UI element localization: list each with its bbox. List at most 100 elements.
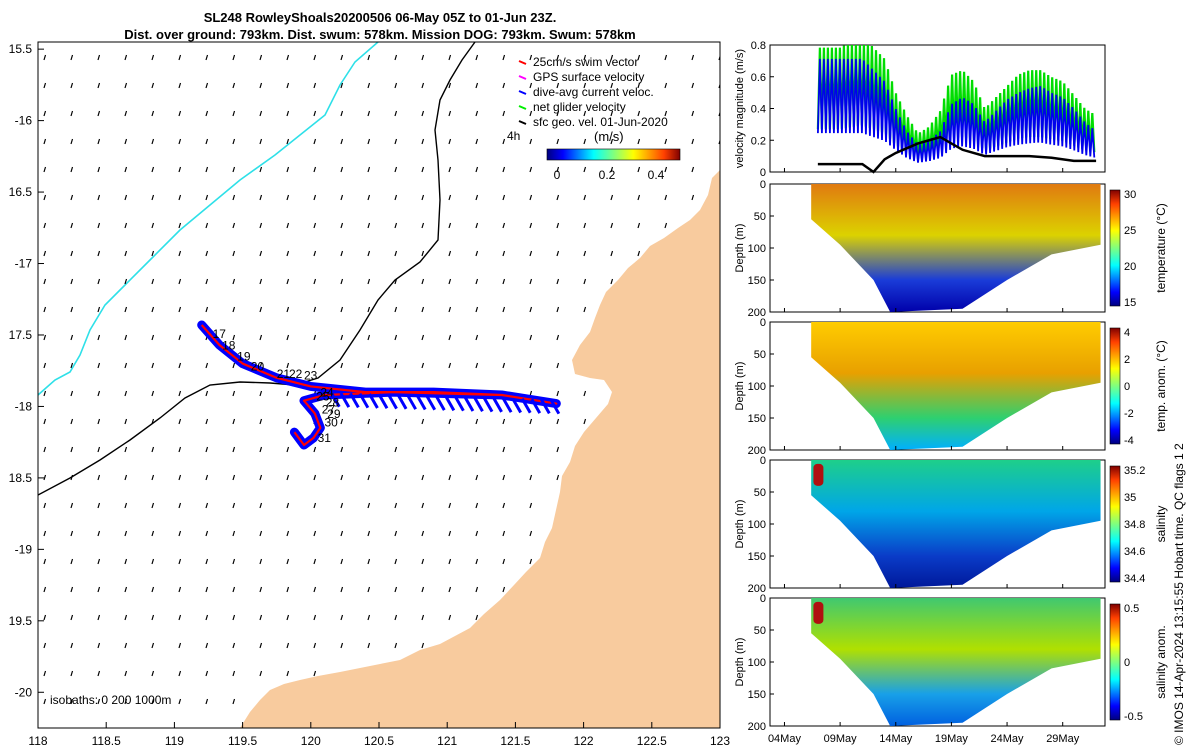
velocity-arrow [178,670,182,677]
velocity-arrow [97,558,101,565]
velocity-arrow [394,306,398,313]
velocity-arrow [421,110,425,117]
velocity-arrow [475,110,479,117]
velocity-arrow [232,54,236,61]
velocity-arrow [340,614,344,621]
velocity-arrow [232,698,236,705]
y-tick-label: 15.5 [9,42,33,56]
heatmap-hotspot [813,463,824,486]
y-tick-label: -16 [15,114,33,128]
velocity-arrow [205,558,209,565]
velocity-arrow [556,390,560,397]
velocity-arrow [178,530,182,537]
day-label-31: 31 [318,431,332,445]
colorbar-title: temperature (°C) [1154,203,1168,293]
velocity-arrow [502,558,506,565]
x-tick-label: 123 [710,734,730,748]
velocity-arrow [97,698,101,705]
velocity-arrow [259,558,263,565]
depth-label: 0 [760,317,766,329]
velocity-arrow [178,138,182,145]
velocity-arrow [259,166,263,173]
velocity-arrow [43,138,47,145]
velocity-arrow [151,334,155,341]
velocity-arrow [151,194,155,201]
velocity-arrow [259,222,263,229]
velocity-arrow [340,110,344,117]
velocity-arrow [313,642,317,649]
legend-label: 25cm/s swim vector [533,55,638,69]
velocity-arrow [367,474,371,481]
depth-axis-label: Depth (m) [734,362,746,411]
velocity-arrow [340,446,344,453]
velocity-arrow [232,474,236,481]
velocity-arrow [232,670,236,677]
heatmap-colorbar [1109,603,1121,721]
velocity-arrow [286,390,290,397]
velocity-arrow [205,418,209,425]
velocity-arrow [502,586,506,593]
isobaths-label: isobaths: 0 200 1000m [50,693,171,707]
vel-y-axis-label: velocity magnitude (m/s) [734,49,746,168]
velocity-arrow [691,82,695,89]
velocity-arrow [475,54,479,61]
velocity-arrow [178,446,182,453]
velocity-arrow [232,418,236,425]
velocity-arrow [97,670,101,677]
heatmap-field [811,184,1101,312]
velocity-arrow [151,390,155,397]
velocity-arrow [286,418,290,425]
velocity-arrow [340,558,344,565]
velocity-arrow [394,194,398,201]
velocity-arrow [367,166,371,173]
velocity-arrow [97,306,101,313]
colorbar-tick-0: 0 [554,168,561,182]
velocity-arrow [637,250,641,257]
x-tick-label: 119 [165,734,184,748]
velocity-arrow [151,54,155,61]
track-vector [473,396,484,413]
velocity-arrow [124,558,128,565]
depth-label: 0 [760,179,766,191]
heatmap-panel-4: 0 50 100 150 200 Depth (m) 0.5 0 -0.5 salinity an… [734,593,1168,733]
velocity-arrow [475,474,479,481]
velocity-arrow [637,138,641,145]
velocity-arrow [313,54,317,61]
legend-swatch [518,60,527,65]
chart-title-line2: Dist. over ground: 793km. Dist. swum: 57… [124,27,636,42]
velocity-arrow [367,586,371,593]
velocity-arrow [367,278,371,285]
velocity-arrow [43,166,47,173]
velocity-arrow [124,138,128,145]
velocity-arrow [313,222,317,229]
velocity-arrow [475,614,479,621]
velocity-arrow [448,194,452,201]
velocity-arrow [556,82,560,89]
velocity-arrow [367,82,371,89]
velocity-arrow [691,54,695,61]
depth-label: 100 [748,243,766,255]
velocity-arrow [97,530,101,537]
velocity-arrow [178,390,182,397]
velocity-arrow [529,222,533,229]
velocity-arrow [394,54,398,61]
y-tick-label: -18 [15,399,33,413]
depth-label: 200 [748,583,766,595]
velocity-arrow [151,502,155,509]
day-label-24: 24 [320,385,334,399]
velocity-arrow [421,222,425,229]
colorbar-label: -4 [1124,435,1134,447]
velocity-arrow [448,558,452,565]
heatmap-field [811,322,1101,450]
velocity-arrow [610,278,614,285]
velocity-arrow [394,586,398,593]
velocity-arrow [43,250,47,257]
velocity-arrow [259,642,263,649]
velocity-arrow [502,194,506,201]
velocity-arrow [232,586,236,593]
velocity-arrow [259,54,263,61]
velocity-arrow [259,670,263,677]
velocity-arrow [43,670,47,677]
velocity-arrow [97,614,101,621]
